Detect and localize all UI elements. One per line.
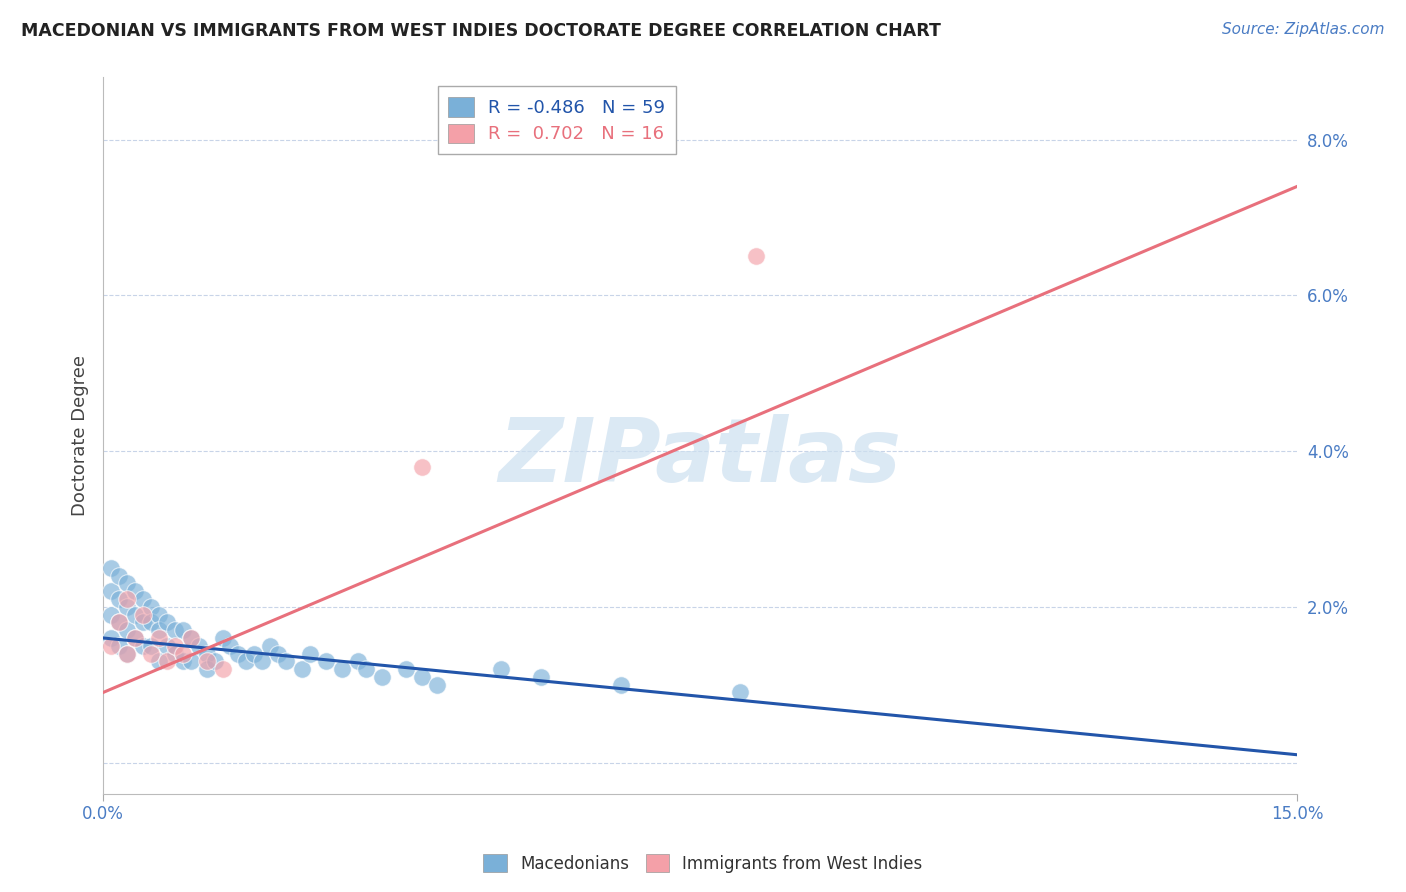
Point [411, 459, 433, 474]
Point [148, 623, 170, 637]
Point [115, 623, 138, 637]
Point [370, 670, 392, 684]
Point [347, 654, 370, 668]
Point [291, 662, 314, 676]
Point [259, 639, 281, 653]
Point [108, 592, 131, 607]
Point [489, 662, 512, 676]
Point [204, 654, 226, 668]
Point [315, 654, 337, 668]
Point [172, 647, 194, 661]
Point [115, 647, 138, 661]
Point [115, 647, 138, 661]
Point [132, 607, 155, 622]
Point [354, 662, 377, 676]
Point [139, 639, 162, 653]
Point [195, 662, 218, 676]
Point [728, 685, 751, 699]
Point [156, 639, 179, 653]
Point [228, 647, 250, 661]
Y-axis label: Doctorate Degree: Doctorate Degree [72, 355, 89, 516]
Point [124, 607, 146, 622]
Point [394, 662, 416, 676]
Text: MACEDONIAN VS IMMIGRANTS FROM WEST INDIES DOCTORATE DEGREE CORRELATION CHART: MACEDONIAN VS IMMIGRANTS FROM WEST INDIE… [21, 22, 941, 40]
Point [211, 662, 233, 676]
Point [148, 654, 170, 668]
Point [100, 631, 122, 645]
Text: Source: ZipAtlas.com: Source: ZipAtlas.com [1222, 22, 1385, 37]
Point [115, 599, 138, 614]
Point [139, 647, 162, 661]
Point [156, 654, 179, 668]
Point [252, 654, 274, 668]
Point [211, 631, 233, 645]
Point [124, 631, 146, 645]
Point [195, 654, 218, 668]
Point [100, 561, 122, 575]
Point [172, 623, 194, 637]
Legend: R = -0.486   N = 59, R =  0.702   N = 16: R = -0.486 N = 59, R = 0.702 N = 16 [437, 87, 676, 154]
Point [187, 639, 209, 653]
Point [411, 670, 433, 684]
Point [108, 568, 131, 582]
Point [609, 678, 631, 692]
Point [115, 592, 138, 607]
Point [132, 639, 155, 653]
Point [163, 647, 186, 661]
Point [330, 662, 353, 676]
Point [100, 584, 122, 599]
Legend: Macedonians, Immigrants from West Indies: Macedonians, Immigrants from West Indies [477, 847, 929, 880]
Point [235, 654, 257, 668]
Point [276, 654, 298, 668]
Point [108, 639, 131, 653]
Point [426, 678, 449, 692]
Point [180, 631, 202, 645]
Point [124, 631, 146, 645]
Point [148, 607, 170, 622]
Text: ZIPatlas: ZIPatlas [499, 414, 901, 500]
Point [148, 631, 170, 645]
Point [243, 647, 266, 661]
Point [195, 647, 218, 661]
Point [108, 615, 131, 630]
Point [108, 615, 131, 630]
Point [100, 639, 122, 653]
Point [267, 647, 290, 661]
Point [156, 615, 179, 630]
Point [163, 623, 186, 637]
Point [139, 615, 162, 630]
Point [163, 639, 186, 653]
Point [100, 607, 122, 622]
Point [180, 654, 202, 668]
Point [124, 584, 146, 599]
Point [180, 631, 202, 645]
Point [530, 670, 553, 684]
Point [139, 599, 162, 614]
Point [219, 639, 242, 653]
Point [115, 576, 138, 591]
Point [132, 592, 155, 607]
Point [299, 647, 322, 661]
Point [132, 615, 155, 630]
Point [172, 654, 194, 668]
Point [745, 250, 768, 264]
